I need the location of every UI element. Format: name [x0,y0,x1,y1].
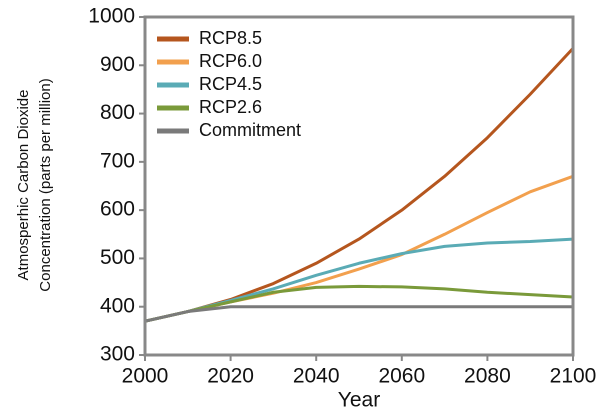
data-line [144,305,573,323]
legend-label: RCP2.6 [199,97,262,117]
x-tick-label: 2080 [464,365,511,388]
y-axis-label: Atmosperhic Carbon Dioxide [15,90,32,281]
y-tick-label: 800 [100,101,135,124]
y-tick-label: 500 [100,246,135,269]
y-tick-label: 700 [100,149,135,172]
x-tick-label: 2060 [378,365,425,388]
legend-label: RCP8.5 [199,28,262,48]
x-tick-label: 2100 [550,365,597,388]
x-axis-label: Year [338,389,380,412]
data-line [144,284,574,323]
y-tick-label: 300 [100,343,135,366]
x-tick-label: 2040 [293,365,340,388]
legend-label: RCP4.5 [199,74,262,94]
y-tick-label: 1000 [88,5,135,28]
plot-frame [143,15,575,357]
legend-label: RCP6.0 [199,51,262,71]
x-tick-label: 2020 [207,365,254,388]
x-tick-label: 2000 [122,365,169,388]
y-tick-label: 400 [100,294,135,317]
data-line [144,174,574,323]
y-axis-label: Concentration (parts per million) [37,78,54,291]
y-tick-label: 900 [100,53,135,76]
legend-label: Commitment [199,120,301,140]
y-tick-label: 600 [100,198,135,221]
